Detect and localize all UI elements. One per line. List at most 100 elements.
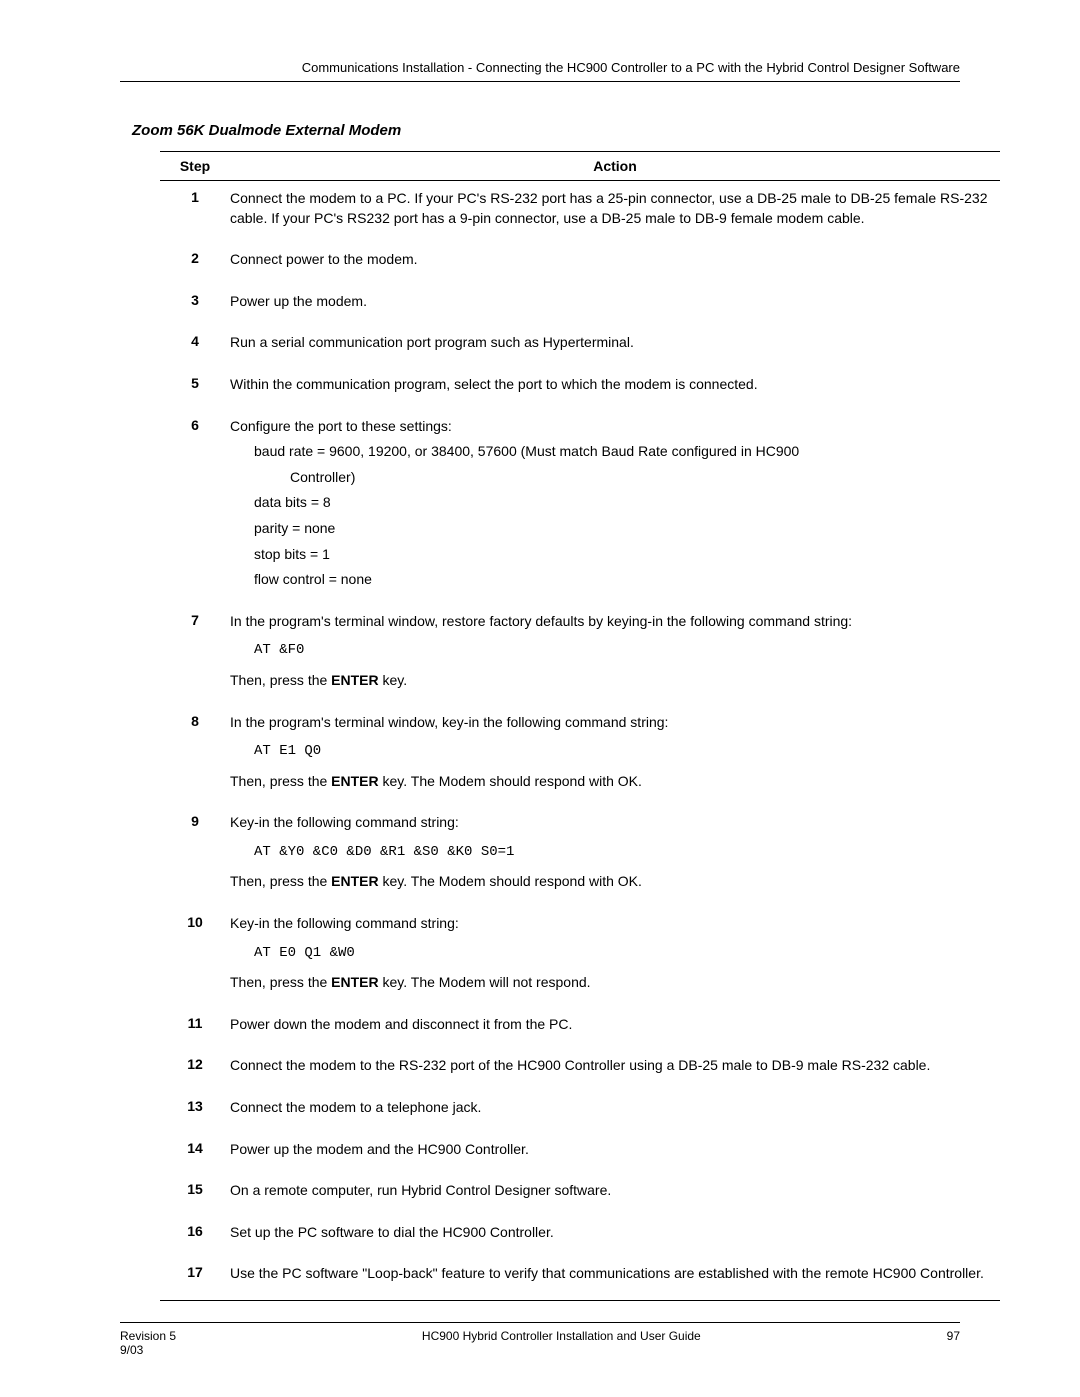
footer-left: Revision 5 9/03 xyxy=(120,1329,176,1357)
table-row: 7 In the program's terminal window, rest… xyxy=(160,604,1000,705)
steps-table: Step Action 1 Connect the modem to a PC.… xyxy=(160,151,1000,1301)
step-text: Configure the port to these settings: xyxy=(230,417,1000,437)
step-action: On a remote computer, run Hybrid Control… xyxy=(230,1181,1000,1207)
step-text: Within the communication program, select… xyxy=(230,375,1000,395)
command-string: AT E0 Q1 &W0 xyxy=(254,940,1000,968)
page-header: Communications Installation - Connecting… xyxy=(120,60,960,82)
step-action: Set up the PC software to dial the HC900… xyxy=(230,1223,1000,1249)
table-row: 13 Connect the modem to a telephone jack… xyxy=(160,1090,1000,1132)
step-action: In the program's terminal window, key-in… xyxy=(230,713,1000,798)
step-number: 6 xyxy=(160,417,230,596)
page-number: 97 xyxy=(947,1329,960,1357)
header-action: Action xyxy=(230,158,1000,174)
step-number: 5 xyxy=(160,375,230,401)
enter-key: ENTER xyxy=(331,672,378,688)
step-number: 17 xyxy=(160,1264,230,1290)
enter-key: ENTER xyxy=(331,773,378,789)
table-row: 5 Within the communication program, sele… xyxy=(160,367,1000,409)
step-action: Connect the modem to a telephone jack. xyxy=(230,1098,1000,1124)
command-string: AT &Y0 &C0 &D0 &R1 &S0 &K0 S0=1 xyxy=(254,839,1000,867)
step-action: Connect the modem to the RS-232 port of … xyxy=(230,1056,1000,1082)
step-text: Key-in the following command string: xyxy=(230,813,1000,833)
step-number: 10 xyxy=(160,914,230,999)
step-text: Key-in the following command string: xyxy=(230,914,1000,934)
step-text: Connect the modem to the RS-232 port of … xyxy=(230,1056,1000,1076)
step-number: 13 xyxy=(160,1098,230,1124)
table-row: 11 Power down the modem and disconnect i… xyxy=(160,1007,1000,1049)
step-text: On a remote computer, run Hybrid Control… xyxy=(230,1181,1000,1201)
step-after: Then, press the ENTER key. The Modem sho… xyxy=(230,772,1000,792)
step-text: In the program's terminal window, key-in… xyxy=(230,713,1000,733)
date: 9/03 xyxy=(120,1343,176,1357)
step-after: Then, press the ENTER key. The Modem sho… xyxy=(230,872,1000,892)
step-number: 1 xyxy=(160,189,230,234)
step-number: 7 xyxy=(160,612,230,697)
text: Then, press the xyxy=(230,974,331,990)
text: Then, press the xyxy=(230,873,331,889)
step-number: 4 xyxy=(160,333,230,359)
step-number: 12 xyxy=(160,1056,230,1082)
step-text: Set up the PC software to dial the HC900… xyxy=(230,1223,1000,1243)
enter-key: ENTER xyxy=(331,974,378,990)
step-action: Key-in the following command string: AT … xyxy=(230,914,1000,999)
table-row: 12 Connect the modem to the RS-232 port … xyxy=(160,1048,1000,1090)
step-text: Connect power to the modem. xyxy=(230,250,1000,270)
header-step: Step xyxy=(160,158,230,174)
text: key. The Modem should respond with OK. xyxy=(379,873,642,889)
enter-key: ENTER xyxy=(331,873,378,889)
text: key. xyxy=(379,672,408,688)
config-line: stop bits = 1 xyxy=(254,545,1000,565)
step-number: 16 xyxy=(160,1223,230,1249)
text: key. The Modem should respond with OK. xyxy=(379,773,642,789)
step-action: Power up the modem and the HC900 Control… xyxy=(230,1140,1000,1166)
step-after: Then, press the ENTER key. The Modem wil… xyxy=(230,973,1000,993)
config-line: Controller) xyxy=(290,468,1000,488)
step-number: 11 xyxy=(160,1015,230,1041)
table-row: 2 Connect power to the modem. xyxy=(160,242,1000,284)
table-row: 14 Power up the modem and the HC900 Cont… xyxy=(160,1132,1000,1174)
table-row: 8 In the program's terminal window, key-… xyxy=(160,705,1000,806)
text: key. The Modem will not respond. xyxy=(379,974,591,990)
step-number: 9 xyxy=(160,813,230,898)
table-row: 10 Key-in the following command string: … xyxy=(160,906,1000,1007)
step-text: Connect the modem to a PC. If your PC's … xyxy=(230,189,1000,228)
table-row: 4 Run a serial communication port progra… xyxy=(160,325,1000,367)
footer-center: HC900 Hybrid Controller Installation and… xyxy=(176,1329,947,1357)
table-row: 17 Use the PC software "Loop-back" featu… xyxy=(160,1256,1000,1301)
step-action: Use the PC software "Loop-back" feature … xyxy=(230,1264,1000,1290)
step-action: Connect power to the modem. xyxy=(230,250,1000,276)
step-text: Power up the modem. xyxy=(230,292,1000,312)
table-row: 6 Configure the port to these settings: … xyxy=(160,409,1000,604)
text: Then, press the xyxy=(230,773,331,789)
table-row: 3 Power up the modem. xyxy=(160,284,1000,326)
step-text: Power up the modem and the HC900 Control… xyxy=(230,1140,1000,1160)
step-text: Power down the modem and disconnect it f… xyxy=(230,1015,1000,1035)
revision: Revision 5 xyxy=(120,1329,176,1343)
config-line: flow control = none xyxy=(254,570,1000,590)
step-action: Run a serial communication port program … xyxy=(230,333,1000,359)
step-text: Run a serial communication port program … xyxy=(230,333,1000,353)
config-line: data bits = 8 xyxy=(254,493,1000,513)
table-row: 15 On a remote computer, run Hybrid Cont… xyxy=(160,1173,1000,1215)
step-number: 2 xyxy=(160,250,230,276)
step-number: 15 xyxy=(160,1181,230,1207)
table-row: 1 Connect the modem to a PC. If your PC'… xyxy=(160,181,1000,242)
config-line: parity = none xyxy=(254,519,1000,539)
section-title: Zoom 56K Dualmode External Modem xyxy=(132,122,960,139)
step-action: Power down the modem and disconnect it f… xyxy=(230,1015,1000,1041)
step-number: 8 xyxy=(160,713,230,798)
step-action: Configure the port to these settings: ba… xyxy=(230,417,1000,596)
table-row: 16 Set up the PC software to dial the HC… xyxy=(160,1215,1000,1257)
step-action: Key-in the following command string: AT … xyxy=(230,813,1000,898)
step-text: Use the PC software "Loop-back" feature … xyxy=(230,1264,1000,1284)
step-number: 3 xyxy=(160,292,230,318)
step-text: In the program's terminal window, restor… xyxy=(230,612,1000,632)
command-string: AT E1 Q0 xyxy=(254,738,1000,766)
step-action: In the program's terminal window, restor… xyxy=(230,612,1000,697)
step-after: Then, press the ENTER key. xyxy=(230,671,1000,691)
table-header-row: Step Action xyxy=(160,151,1000,181)
step-action: Within the communication program, select… xyxy=(230,375,1000,401)
step-action: Power up the modem. xyxy=(230,292,1000,318)
page-footer: Revision 5 9/03 HC900 Hybrid Controller … xyxy=(120,1322,960,1357)
step-action: Connect the modem to a PC. If your PC's … xyxy=(230,189,1000,234)
